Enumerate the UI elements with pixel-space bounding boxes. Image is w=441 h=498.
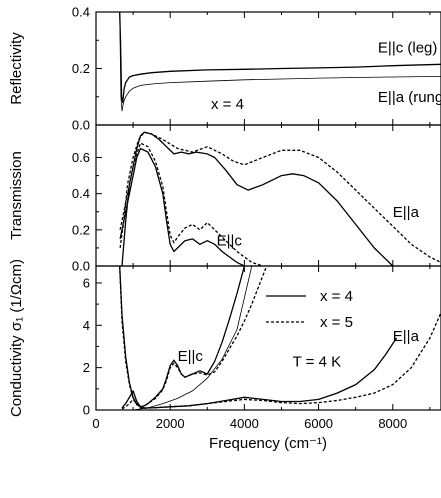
annotation: E||a (rung) (378, 89, 441, 106)
y-tick-label: 0.0 (72, 118, 90, 133)
series-line-2 (119, 147, 245, 266)
x-tick-label: 0 (92, 416, 99, 431)
series-line-1 (119, 131, 441, 263)
y-tick-label: 6 (83, 275, 90, 290)
x-tick-label: 8000 (378, 416, 407, 431)
y-axis-title: Conductivity σ₁ (1/Ωcm) (8, 259, 25, 417)
y-tick-label: 4 (83, 318, 90, 333)
annotation: E||c (217, 233, 243, 250)
y-tick-label: 0.0 (72, 259, 90, 274)
chart-panels: 0.00.20.4E||c (leg)E||a (rung)x = 40.00.… (72, 5, 441, 418)
y-axis-title: Transmission (8, 151, 25, 240)
panel-reflectivity: 0.0 0.2 0.4 E||c (leg) E||a (rung) x = 4 (72, 5, 441, 133)
y-tick-label: 0.4 (72, 186, 90, 201)
y-tick-label: 0.6 (72, 150, 90, 165)
series-line-1 (119, 12, 441, 112)
x-tick-label: 2000 (156, 416, 185, 431)
x-axis-title: Frequency (cm⁻¹) (209, 435, 327, 452)
series-line-4 (121, 312, 441, 410)
legend-label: x = 5 (320, 314, 353, 331)
legend-label: x = 4 (320, 288, 353, 305)
y-tick-label: 2 (83, 360, 90, 375)
y-tick-label: 0.4 (72, 5, 90, 20)
annotation: E||c (leg) (378, 39, 437, 56)
y-tick-label: 0.2 (72, 61, 90, 76)
series-line-2 (133, 266, 253, 410)
annotation: T = 4 K (293, 353, 342, 370)
y-tick-label: 0 (83, 403, 90, 418)
y-axis-title: Reflectivity (8, 32, 25, 105)
series-line-1 (119, 266, 268, 408)
y-tick-label: 0.2 (72, 222, 90, 237)
series-line-3 (119, 142, 264, 266)
panel-conductivity: 0 2 4 6 E||c T = 4 K E||a x = 4 x = 5 (83, 265, 441, 418)
series-line-0 (121, 131, 394, 266)
x-tick-label: 4000 (230, 416, 259, 431)
panel-frame (95, 265, 441, 411)
annotation: x = 4 (211, 96, 244, 113)
annotation: E||a (393, 328, 420, 345)
annotation: E||c (178, 348, 204, 365)
panel-transmission: 0.0 0.2 0.4 0.6 E||a E||c (72, 124, 441, 274)
series-line-0 (119, 12, 441, 104)
chart-labels: Reflectivity Transmission Conductivity σ₁ … (8, 32, 407, 452)
series-line-0 (119, 266, 246, 408)
annotation: E||a (393, 204, 420, 221)
x-tick-label: 6000 (304, 416, 333, 431)
